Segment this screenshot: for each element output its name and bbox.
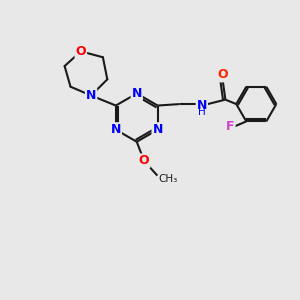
Text: CH₃: CH₃ — [159, 174, 178, 184]
Text: N: N — [132, 87, 142, 100]
Text: O: O — [217, 68, 228, 81]
Text: N: N — [86, 89, 96, 102]
Text: N: N — [196, 99, 207, 112]
Text: H: H — [198, 107, 206, 117]
Text: O: O — [76, 45, 86, 58]
Text: N: N — [111, 123, 121, 136]
Text: N: N — [152, 123, 163, 136]
Text: O: O — [139, 154, 149, 167]
Text: F: F — [226, 120, 235, 133]
